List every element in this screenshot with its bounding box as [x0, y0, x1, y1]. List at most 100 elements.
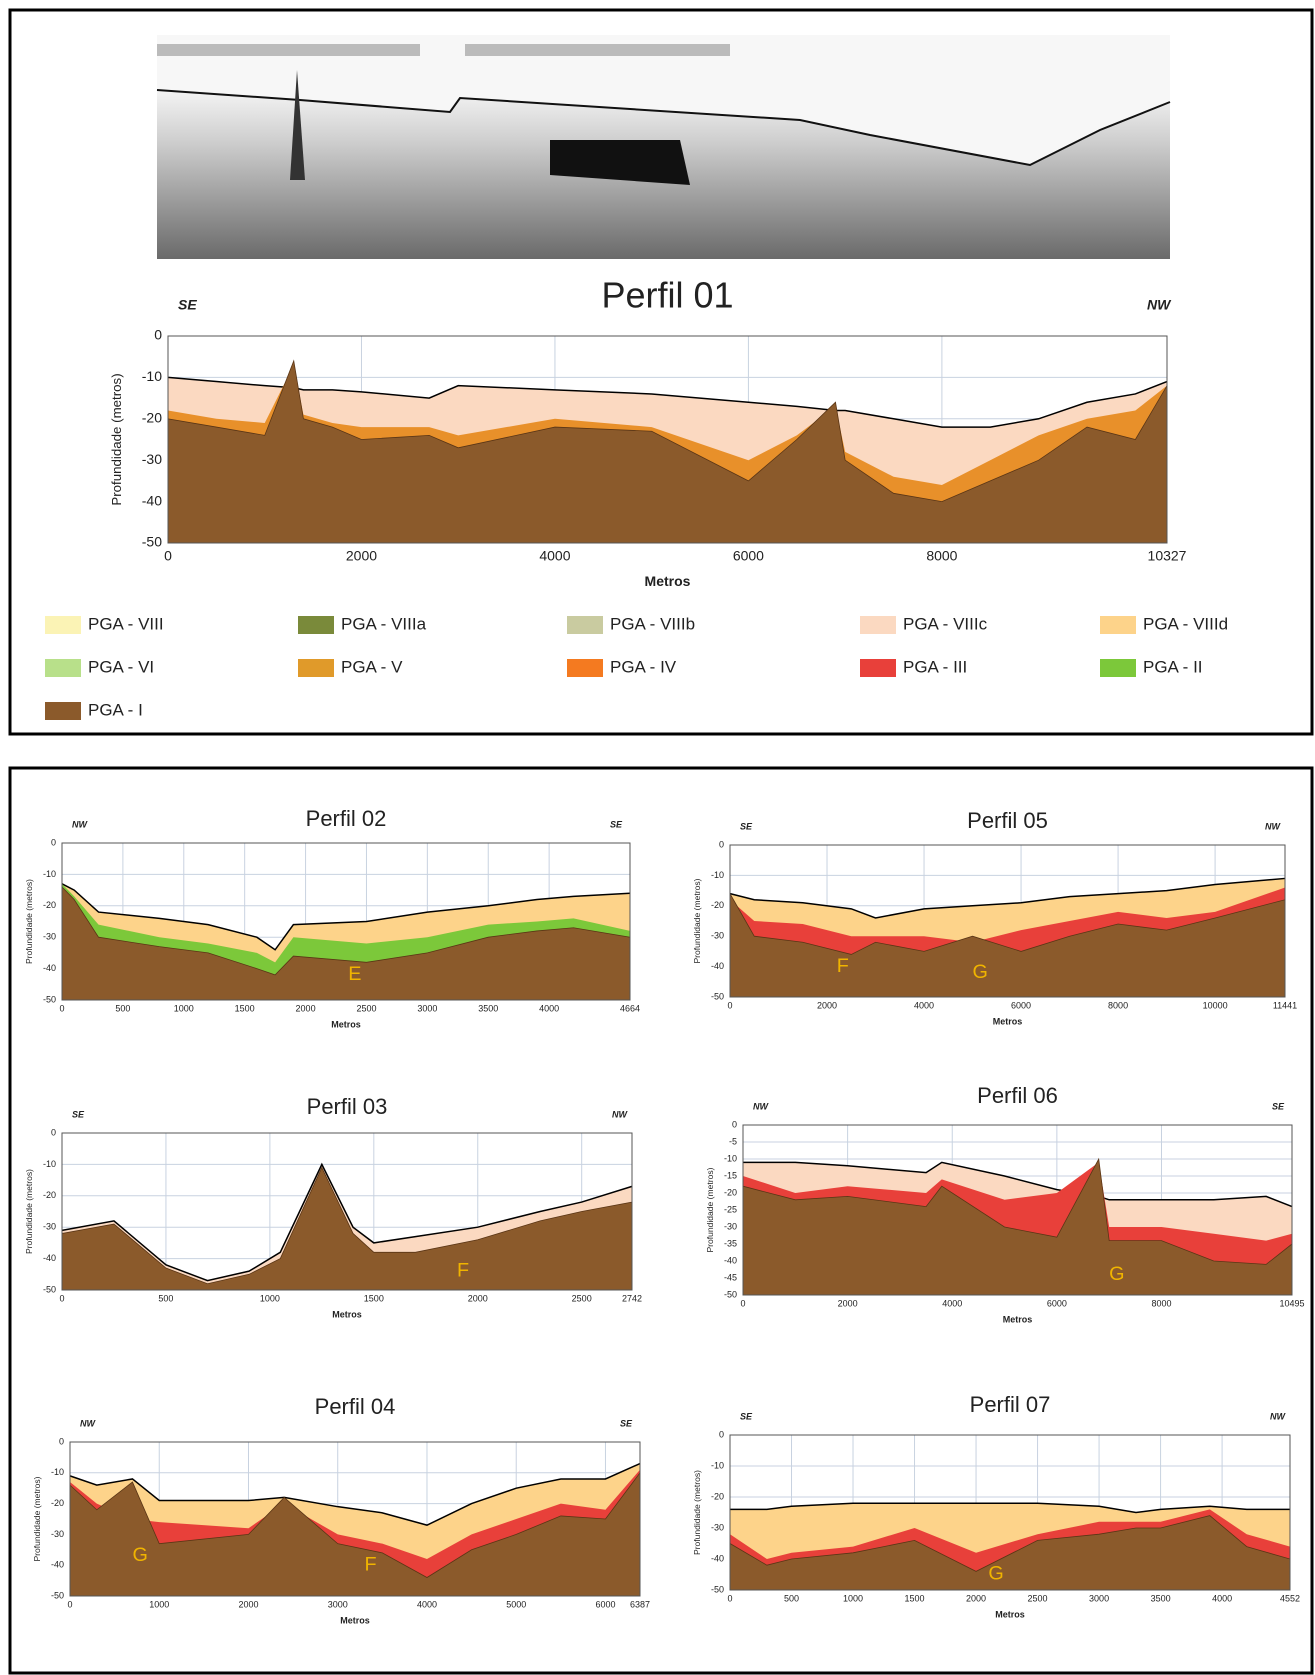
x-axis-label: Metros — [1003, 1315, 1033, 1325]
y-tick-label: 0 — [719, 1429, 724, 1439]
x-tick-label: 4664 — [620, 1003, 640, 1013]
x-axis-label: Metros — [331, 1020, 361, 1030]
x-tick-label: 500 — [784, 1593, 799, 1603]
x-tick-label: 4000 — [1212, 1593, 1232, 1603]
legend-swatch — [45, 702, 81, 720]
legend-label: PGA - III — [903, 657, 967, 676]
chart-title: Perfil 06 — [977, 1083, 1058, 1108]
y-tick-label: -40 — [43, 963, 56, 973]
y-tick-label: 0 — [154, 327, 162, 343]
x-axis-label: Metros — [995, 1610, 1025, 1620]
x-axis-label: Metros — [645, 573, 691, 589]
x-tick-label: 4000 — [417, 1599, 437, 1609]
x-tick-label: 6000 — [1047, 1298, 1067, 1308]
y-tick-label: -10 — [711, 1460, 724, 1470]
chart-title: Perfil 05 — [967, 808, 1048, 833]
x-tick-label: 10327 — [1148, 548, 1187, 564]
y-tick-label: -20 — [43, 1190, 56, 1200]
x-tick-label: 2000 — [817, 1000, 837, 1010]
annotation: G — [132, 1544, 147, 1566]
x-tick-label: 10000 — [1203, 1000, 1228, 1010]
direction-label: NW — [1147, 297, 1172, 313]
profile-chart: -50-45-40-35-30-25-20-15-10-500200040006… — [705, 1083, 1305, 1325]
annotation: F — [837, 955, 849, 977]
legend-label: PGA - VI — [88, 657, 154, 676]
y-tick-label: 0 — [51, 837, 56, 847]
y-tick-label: -10 — [711, 870, 724, 880]
x-tick-label: 1000 — [174, 1003, 194, 1013]
y-tick-label: -50 — [724, 1289, 737, 1299]
x-tick-label: 10495 — [1279, 1298, 1304, 1308]
annotation: F — [365, 1553, 377, 1575]
direction-label: SE — [740, 1411, 753, 1421]
x-tick-label: 2500 — [1028, 1593, 1048, 1603]
y-tick-label: -15 — [724, 1170, 737, 1180]
chart-title: Perfil 01 — [601, 275, 733, 316]
x-tick-label: 0 — [727, 1000, 732, 1010]
x-tick-label: 3000 — [417, 1003, 437, 1013]
x-tick-label: 6000 — [1011, 1000, 1031, 1010]
y-tick-label: -40 — [724, 1255, 737, 1265]
y-tick-label: -50 — [43, 1284, 56, 1294]
x-tick-label: 0 — [59, 1293, 64, 1303]
y-tick-label: -30 — [711, 931, 724, 941]
direction-label: NW — [753, 1101, 769, 1111]
x-tick-label: 6000 — [595, 1599, 615, 1609]
y-axis-label: Profundidade (metros) — [705, 1167, 715, 1252]
x-tick-label: 11441 — [1273, 1000, 1297, 1010]
y-tick-label: -30 — [43, 932, 56, 942]
x-tick-label: 3500 — [1151, 1593, 1171, 1603]
x-tick-label: 5000 — [506, 1599, 526, 1609]
x-tick-label: 500 — [158, 1293, 173, 1303]
legend-swatch — [45, 659, 81, 677]
y-tick-label: -50 — [51, 1590, 64, 1600]
x-tick-label: 1000 — [149, 1599, 169, 1609]
annotation: G — [1109, 1263, 1124, 1285]
y-tick-label: -40 — [43, 1253, 56, 1263]
x-tick-label: 2000 — [238, 1599, 258, 1609]
chart-title: Perfil 04 — [315, 1394, 396, 1419]
x-tick-label: 0 — [67, 1599, 72, 1609]
x-tick-label: 1500 — [905, 1593, 925, 1603]
y-tick-label: -50 — [711, 1584, 724, 1594]
legend-label: PGA - VIIIc — [903, 614, 988, 633]
legend-swatch — [860, 616, 896, 634]
y-tick-label: -20 — [51, 1498, 64, 1508]
legend-label: PGA - V — [341, 657, 403, 676]
y-tick-label: 0 — [59, 1436, 64, 1446]
direction-label: SE — [740, 821, 753, 831]
figure: -50-40-30-20-1000200040006000800010327Pe… — [0, 0, 1315, 1675]
x-tick-label: 4000 — [539, 548, 570, 564]
direction-label: NW — [612, 1109, 628, 1119]
direction-label: SE — [178, 297, 197, 313]
y-tick-label: -5 — [729, 1136, 737, 1146]
x-tick-label: 6387 — [630, 1599, 650, 1609]
x-tick-label: 2500 — [356, 1003, 376, 1013]
profile-chart: -50-40-30-20-1000200040006000800010327Pe… — [109, 275, 1187, 589]
direction-label: NW — [80, 1418, 96, 1428]
y-tick-label: -10 — [43, 1159, 56, 1169]
x-tick-label: 2000 — [966, 1593, 986, 1603]
y-tick-label: -20 — [43, 900, 56, 910]
page: {"chart_data": [ {"type": "area", "title… — [0, 0, 1315, 1675]
x-tick-label: 500 — [115, 1003, 130, 1013]
y-tick-label: -20 — [711, 1491, 724, 1501]
chart-title: Perfil 02 — [306, 806, 387, 831]
y-tick-label: -30 — [711, 1522, 724, 1532]
seismic-image — [157, 35, 1170, 259]
y-tick-label: -40 — [51, 1560, 64, 1570]
legend-swatch — [45, 616, 81, 634]
direction-label: NW — [1270, 1411, 1286, 1421]
legend-swatch — [567, 616, 603, 634]
profile-chart: -50-40-30-20-100050010001500200025002742… — [24, 1094, 642, 1320]
x-tick-label: 2000 — [296, 1003, 316, 1013]
y-tick-label: -35 — [724, 1238, 737, 1248]
legend-swatch — [1100, 616, 1136, 634]
x-tick-label: 4000 — [539, 1003, 559, 1013]
x-tick-label: 0 — [164, 548, 172, 564]
x-tick-label: 1000 — [843, 1593, 863, 1603]
y-axis-label: Profundidade (metros) — [24, 1169, 34, 1254]
y-tick-label: -30 — [142, 451, 162, 467]
